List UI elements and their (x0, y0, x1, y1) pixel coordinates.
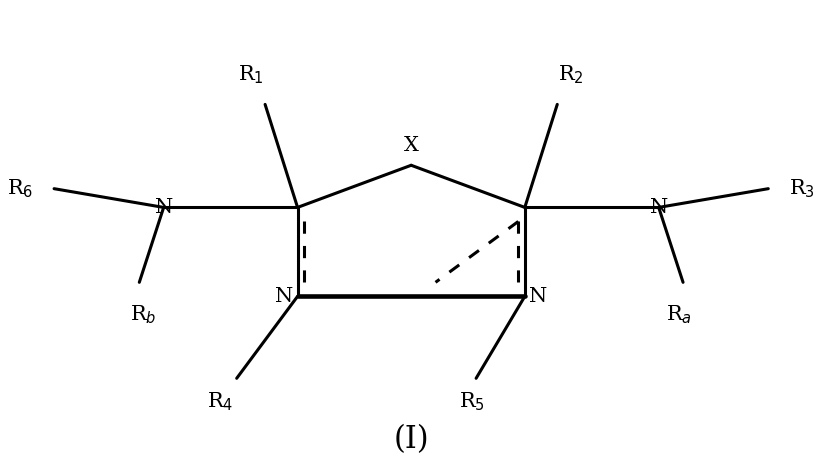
Text: N: N (275, 287, 293, 306)
Text: R$_3$: R$_3$ (788, 178, 815, 200)
Text: (I): (I) (394, 424, 429, 455)
Text: X: X (404, 136, 418, 155)
Text: R$_5$: R$_5$ (459, 390, 485, 413)
Text: R$_2$: R$_2$ (558, 63, 584, 86)
Text: N: N (155, 198, 173, 217)
Text: R$_4$: R$_4$ (207, 390, 233, 413)
Text: R$_6$: R$_6$ (7, 178, 34, 200)
Text: N: N (649, 198, 667, 217)
Text: R$_1$: R$_1$ (238, 63, 264, 86)
Text: N: N (529, 287, 547, 306)
Text: R$_a$: R$_a$ (666, 303, 692, 326)
Text: R$_b$: R$_b$ (130, 303, 157, 326)
